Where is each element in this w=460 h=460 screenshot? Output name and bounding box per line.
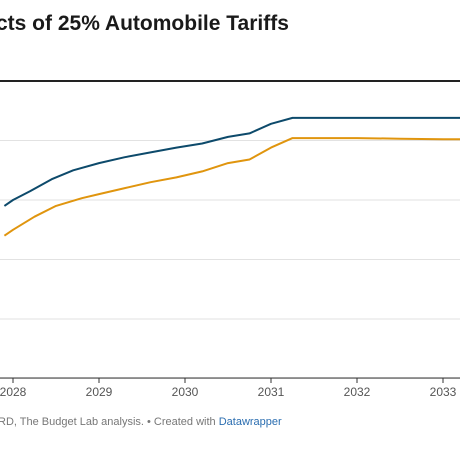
x-tick-label: 2033 bbox=[430, 385, 457, 399]
datawrapper-link[interactable]: Datawrapper bbox=[218, 416, 282, 428]
x-tick-label: 2029 bbox=[86, 385, 113, 399]
source-footer: RD, The Budget Lab analysis. • Created w… bbox=[0, 416, 282, 428]
x-tick-label: 2032 bbox=[344, 385, 371, 399]
x-tick-label: 2031 bbox=[258, 385, 285, 399]
series-line-1 bbox=[3, 116, 460, 207]
source-text: RD, The Budget Lab analysis. • Created w… bbox=[0, 416, 219, 428]
chart-title: cts of 25% Automobile Tariffs bbox=[0, 12, 289, 35]
x-tick-label: 2028 bbox=[0, 385, 27, 399]
series-line-2 bbox=[3, 137, 460, 237]
grid-lines bbox=[0, 80, 460, 379]
series-lines bbox=[3, 116, 460, 237]
x-tick-label: 2030 bbox=[172, 385, 199, 399]
x-axis-ticks: 2028 2029 2030 2031 2032 2033 bbox=[0, 378, 457, 399]
